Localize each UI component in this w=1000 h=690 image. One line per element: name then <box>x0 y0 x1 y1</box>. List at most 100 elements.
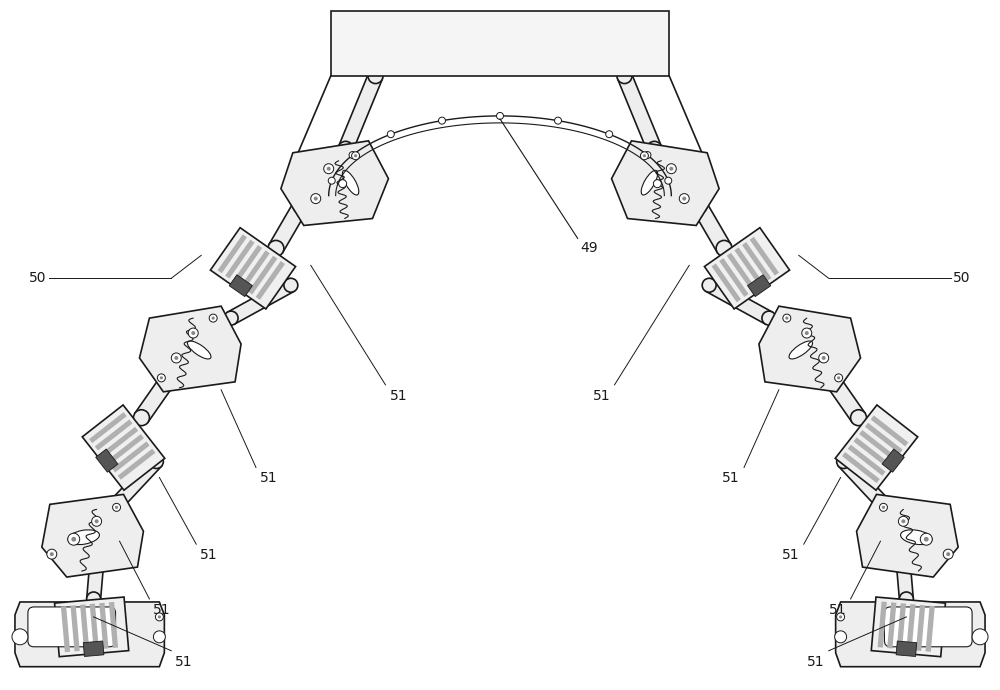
Circle shape <box>899 592 913 606</box>
Polygon shape <box>87 564 104 600</box>
Text: 51: 51 <box>829 603 847 617</box>
Circle shape <box>762 311 776 325</box>
Polygon shape <box>228 279 294 324</box>
Text: 51: 51 <box>200 548 218 562</box>
Circle shape <box>68 533 80 545</box>
Polygon shape <box>42 495 143 577</box>
Circle shape <box>438 117 445 124</box>
Polygon shape <box>839 457 892 512</box>
Polygon shape <box>748 275 771 297</box>
Text: 51: 51 <box>175 655 193 669</box>
Polygon shape <box>900 607 914 657</box>
Circle shape <box>90 557 104 571</box>
Circle shape <box>835 631 847 643</box>
Polygon shape <box>612 141 719 226</box>
Polygon shape <box>248 256 277 295</box>
Circle shape <box>666 164 676 174</box>
Circle shape <box>86 651 98 662</box>
Text: 51: 51 <box>593 389 611 403</box>
Text: 51: 51 <box>807 655 825 669</box>
Circle shape <box>327 167 331 170</box>
Text: 51: 51 <box>260 471 278 486</box>
Circle shape <box>115 506 118 509</box>
Ellipse shape <box>68 530 99 544</box>
Polygon shape <box>135 371 178 422</box>
Polygon shape <box>15 602 164 667</box>
Circle shape <box>95 520 99 523</box>
Circle shape <box>339 179 347 188</box>
Polygon shape <box>865 423 903 454</box>
Circle shape <box>209 314 217 322</box>
Text: 50: 50 <box>953 271 971 285</box>
Circle shape <box>314 197 318 201</box>
Polygon shape <box>210 228 296 309</box>
Circle shape <box>783 314 791 322</box>
Circle shape <box>879 500 893 514</box>
Circle shape <box>822 356 826 360</box>
Circle shape <box>157 374 165 382</box>
Polygon shape <box>101 427 138 457</box>
Polygon shape <box>871 597 945 657</box>
Circle shape <box>12 629 28 644</box>
Circle shape <box>901 520 905 523</box>
Polygon shape <box>896 564 913 600</box>
Polygon shape <box>897 603 906 649</box>
Circle shape <box>702 278 716 292</box>
Circle shape <box>50 552 54 556</box>
Polygon shape <box>82 405 165 490</box>
Circle shape <box>920 533 932 545</box>
Circle shape <box>691 197 707 213</box>
Polygon shape <box>281 141 388 226</box>
Circle shape <box>155 613 163 621</box>
Polygon shape <box>112 442 150 473</box>
Polygon shape <box>750 237 779 275</box>
Circle shape <box>640 152 648 160</box>
Circle shape <box>837 613 845 621</box>
Circle shape <box>802 328 812 338</box>
Polygon shape <box>256 261 285 300</box>
Circle shape <box>924 537 929 542</box>
Circle shape <box>679 194 689 204</box>
Circle shape <box>171 353 181 363</box>
Circle shape <box>268 240 284 257</box>
Circle shape <box>133 410 149 426</box>
Polygon shape <box>99 603 109 649</box>
Polygon shape <box>822 371 865 422</box>
Polygon shape <box>853 437 891 469</box>
Polygon shape <box>882 449 904 472</box>
Polygon shape <box>712 264 741 302</box>
Polygon shape <box>878 602 887 648</box>
Circle shape <box>972 629 988 644</box>
Circle shape <box>328 177 335 184</box>
Polygon shape <box>692 201 731 253</box>
Circle shape <box>647 141 662 156</box>
Circle shape <box>497 112 503 119</box>
Ellipse shape <box>901 530 932 544</box>
Polygon shape <box>859 430 897 461</box>
Circle shape <box>338 141 353 156</box>
Circle shape <box>653 179 661 188</box>
Circle shape <box>47 549 57 559</box>
Circle shape <box>716 240 732 257</box>
Circle shape <box>224 311 238 325</box>
Circle shape <box>882 506 885 509</box>
Circle shape <box>898 516 908 526</box>
Circle shape <box>682 197 686 201</box>
Polygon shape <box>269 201 308 253</box>
Circle shape <box>293 197 309 213</box>
Circle shape <box>87 592 101 606</box>
Circle shape <box>644 152 651 159</box>
Polygon shape <box>887 602 896 649</box>
Ellipse shape <box>342 170 359 195</box>
Circle shape <box>805 331 809 335</box>
Circle shape <box>839 615 842 618</box>
Polygon shape <box>857 495 958 577</box>
Polygon shape <box>70 605 80 651</box>
Polygon shape <box>836 602 985 667</box>
Circle shape <box>153 631 165 643</box>
Text: 51: 51 <box>782 548 800 562</box>
Circle shape <box>821 367 837 383</box>
Polygon shape <box>139 306 241 392</box>
Polygon shape <box>871 415 908 446</box>
Ellipse shape <box>187 341 211 359</box>
